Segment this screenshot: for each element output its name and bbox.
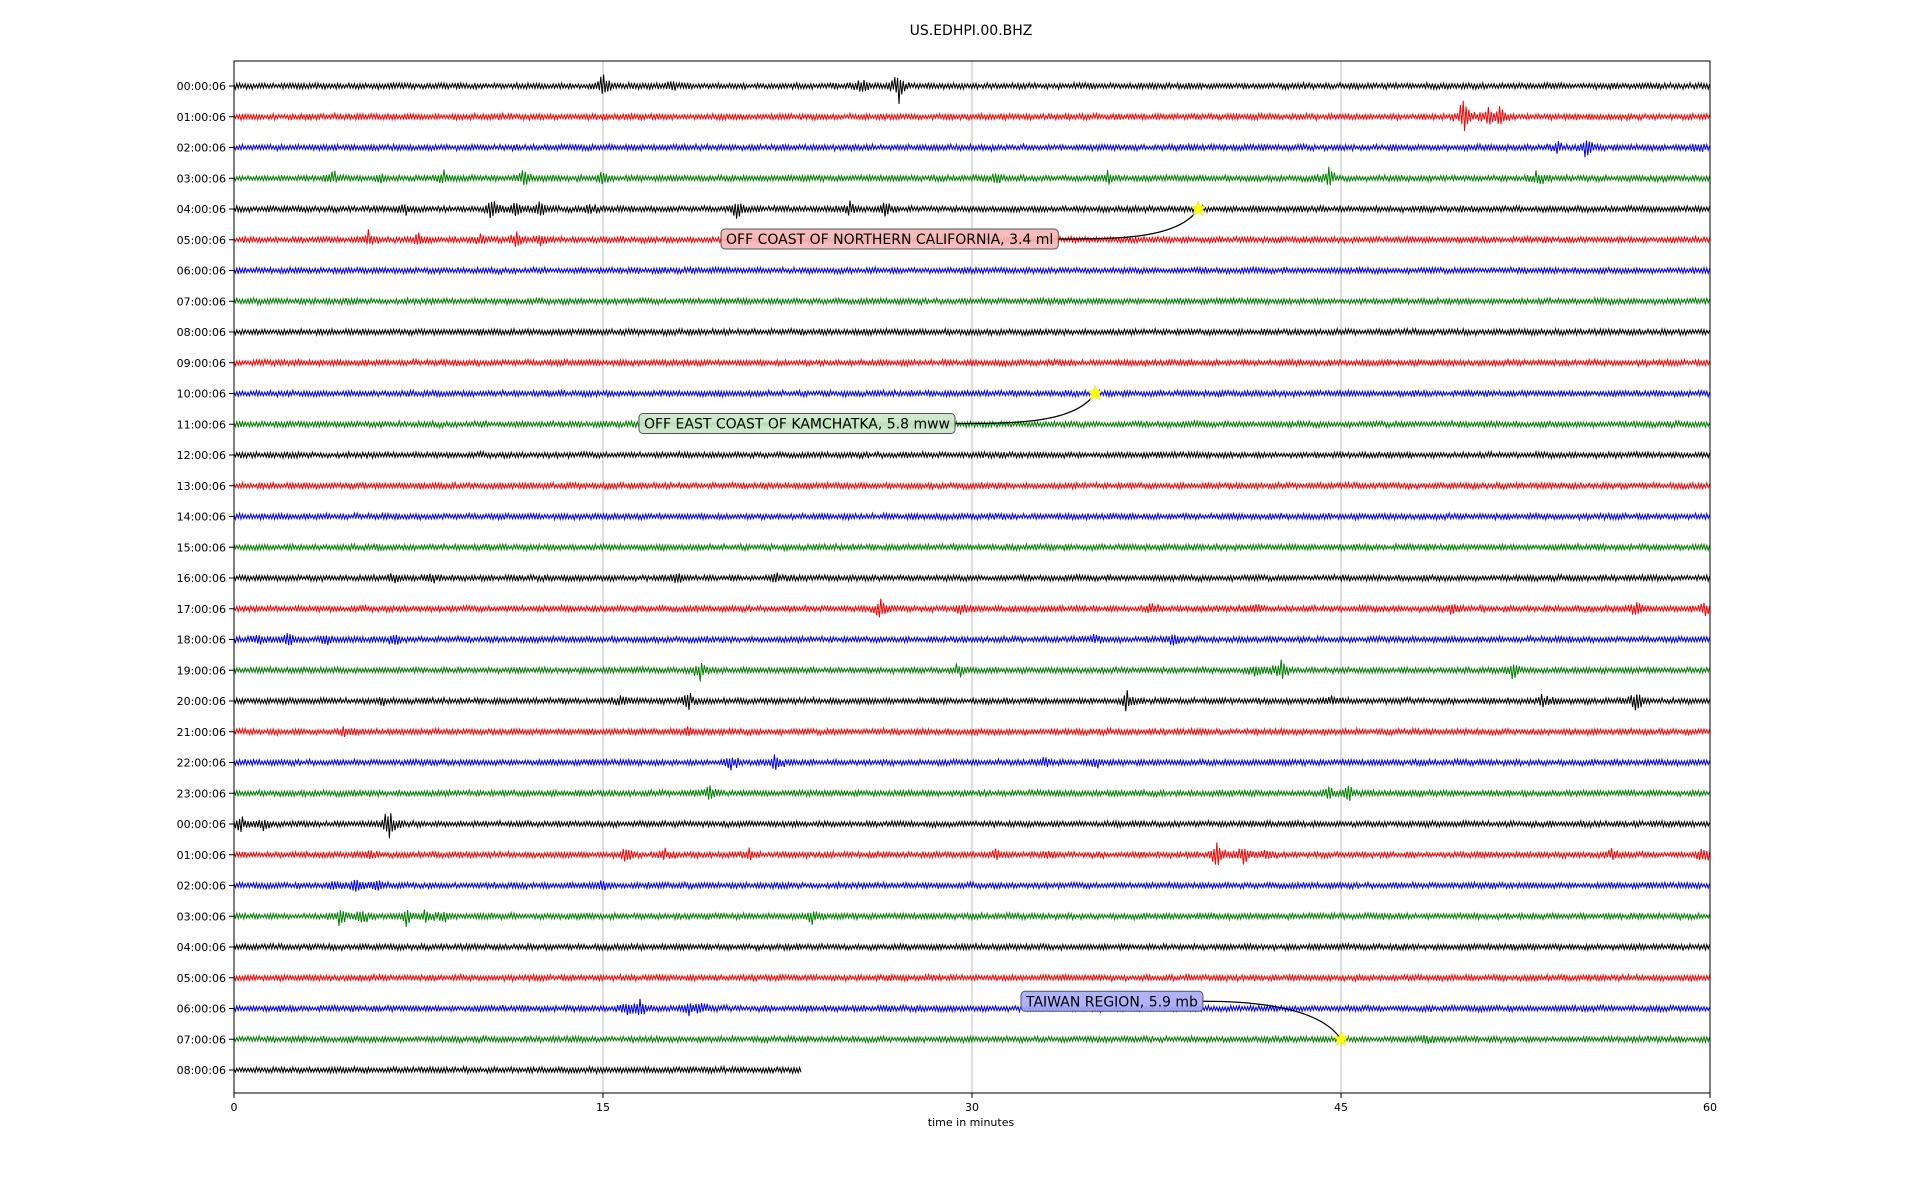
trace-row [233, 754, 1711, 771]
row-time-label: 08:00:06 [177, 1064, 226, 1077]
row-time-label: 02:00:06 [177, 142, 226, 155]
row-time-labels: 00:00:06 01:00:06 02:00:06 03:00:06 04:00:06… [177, 80, 234, 1077]
annotation-box [1020, 990, 1204, 1012]
event-star-marker [1190, 200, 1207, 217]
row-time-label: 19:00:06 [177, 664, 226, 677]
annotation-connector [1058, 208, 1199, 240]
annotation-label: OFF COAST OF NORTHERN CALIFORNIA, 3.4 ml [726, 232, 1053, 248]
trace-row [233, 295, 1711, 307]
x-tick-label: 60 [1703, 1101, 1717, 1114]
trace-row [233, 166, 1711, 186]
trace-row [233, 909, 1711, 928]
trace-row [233, 598, 1711, 618]
trace-row [233, 511, 1711, 522]
row-time-label: 11:00:06 [177, 418, 226, 431]
row-time-label: 15:00:06 [177, 541, 226, 554]
row-time-label: 17:00:06 [177, 603, 226, 616]
event-star-marker [1332, 1030, 1350, 1047]
row-time-label: 22:00:06 [177, 757, 226, 770]
trace-row [233, 1064, 802, 1076]
trace-row [233, 813, 1711, 839]
row-time-label: 20:00:06 [177, 695, 226, 708]
trace-row [233, 1033, 1711, 1045]
annotation-box [720, 228, 1059, 250]
event-annotations: OFF COAST OF NORTHERN CALIFORNIA, 3.4 ml… [638, 200, 1350, 1047]
trace-row [233, 633, 1711, 646]
annotation-connector [954, 393, 1096, 425]
event-annotation: OFF EAST COAST OF KAMCHATKA, 5.8 mww [638, 384, 1104, 434]
trace-row [233, 74, 1711, 105]
seismic-traces [233, 74, 1711, 1076]
row-time-label: 06:00:06 [177, 1003, 226, 1016]
trace-row [233, 972, 1711, 984]
event-annotation: OFF COAST OF NORTHERN CALIFORNIA, 3.4 ml [720, 200, 1207, 250]
trace-row [233, 726, 1711, 738]
x-axis-label: time in minutes [928, 1116, 1015, 1129]
row-time-label: 04:00:06 [177, 941, 226, 954]
trace-row [233, 879, 1711, 892]
x-tick-label: 30 [965, 1101, 979, 1114]
trace-row [233, 388, 1711, 399]
trace-row [233, 999, 1711, 1017]
trace-row [233, 659, 1711, 682]
x-tick-label: 45 [1334, 1101, 1348, 1114]
row-time-label: 08:00:06 [177, 326, 226, 339]
annotation-label: TAIWAN REGION, 5.9 mb [1025, 994, 1198, 1010]
x-axis-ticks: 0 15 30 45 60 [231, 1093, 1717, 1114]
row-time-label: 16:00:06 [177, 572, 226, 585]
trace-row [233, 572, 1711, 584]
trace-row [233, 326, 1711, 338]
trace-row [233, 541, 1711, 553]
trace-row [233, 418, 1711, 430]
trace-row [233, 357, 1711, 369]
row-time-label: 07:00:06 [177, 1033, 226, 1046]
row-time-label: 03:00:06 [177, 172, 226, 185]
row-time-label: 05:00:06 [177, 234, 226, 247]
chart-title: US.EDHPI.00.BHZ [910, 23, 1033, 39]
trace-row [233, 842, 1711, 866]
row-time-label: 06:00:06 [177, 265, 226, 278]
trace-row [233, 690, 1711, 712]
row-time-label: 00:00:06 [177, 818, 226, 831]
row-time-label: 21:00:06 [177, 726, 226, 739]
annotation-box [638, 413, 956, 434]
row-time-label: 13:00:06 [177, 480, 226, 493]
row-time-label: 00:00:06 [177, 80, 226, 93]
row-time-label: 03:00:06 [177, 910, 226, 923]
annotation-label: OFF EAST COAST OF KAMCHATKA, 5.8 mww [644, 417, 950, 433]
row-time-label: 12:00:06 [177, 449, 226, 462]
trace-row [233, 785, 1711, 802]
trace-row [233, 265, 1711, 276]
event-star-marker [1086, 384, 1104, 401]
row-time-label: 01:00:06 [177, 849, 226, 862]
event-annotation: TAIWAN REGION, 5.9 mb [1020, 990, 1350, 1047]
row-time-label: 05:00:06 [177, 972, 226, 985]
row-time-label: 14:00:06 [177, 511, 226, 524]
annotation-connector [1202, 1000, 1342, 1040]
row-time-label: 18:00:06 [177, 634, 226, 647]
trace-row [233, 449, 1711, 461]
trace-row [233, 140, 1711, 158]
row-time-label: 09:00:06 [177, 357, 226, 370]
row-time-label: 01:00:06 [177, 111, 226, 124]
row-time-label: 07:00:06 [177, 295, 226, 308]
row-time-label: 02:00:06 [177, 880, 226, 893]
x-tick-label: 0 [231, 1101, 238, 1114]
trace-row [233, 480, 1711, 492]
row-time-label: 04:00:06 [177, 203, 226, 216]
trace-row [233, 941, 1711, 953]
row-time-label: 10:00:06 [177, 388, 226, 401]
trace-row [233, 200, 1711, 219]
x-tick-label: 15 [596, 1101, 610, 1114]
trace-row [233, 100, 1711, 132]
row-time-label: 23:00:06 [177, 787, 226, 800]
